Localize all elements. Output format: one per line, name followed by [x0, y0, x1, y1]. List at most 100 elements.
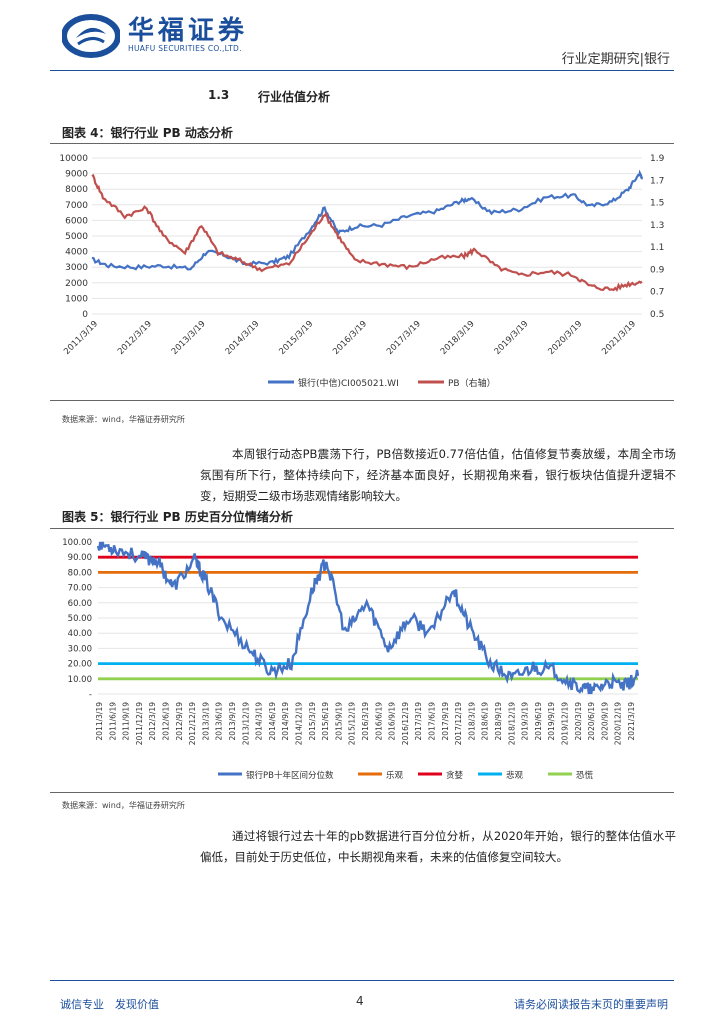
x-tick-label: 2017/12/19: [454, 702, 463, 745]
x-tick-label: 2019/3/19: [521, 702, 530, 741]
y-right-tick-label: 0.7: [650, 288, 664, 298]
figure5-title: 图表 5：银行行业 PB 历史百分位情绪分析: [62, 510, 293, 524]
x-tick-label: 2015/3/19: [277, 319, 315, 357]
x-tick-label: 2018/6/19: [481, 702, 490, 741]
x-tick-label: 2013/12/19: [241, 702, 250, 745]
x-tick-label: 2019/3/19: [493, 319, 531, 357]
series-line-bank-index: [91, 169, 644, 271]
x-tick-label: 2014/12/19: [295, 702, 304, 745]
y-tick-label: 40.00: [68, 629, 92, 639]
pb-percentile-chart: - 10.00 20.00 30.00 40.00 50.00 60.00 70.00 80.0…: [62, 538, 640, 781]
footer-slogan: 诚信专业 发现价值: [60, 998, 159, 1011]
y-left-tick-label: 1000: [65, 294, 88, 304]
y-tick-label: -: [89, 690, 92, 700]
x-tick-label: 2016/6/19: [374, 702, 383, 741]
legend-label: 悲观: [506, 770, 524, 781]
y-tick-label: 80.00: [68, 568, 92, 578]
pb-dynamic-chart: 0 1000 2000 3000 4000 5000 6000 7000 8000 9000 100…: [59, 154, 665, 389]
x-tick-label: 2019/6/19: [534, 702, 543, 741]
y-tick-label: 100.00: [62, 538, 92, 548]
x-tick-label: 2017/3/19: [385, 319, 423, 357]
legend-label: PB（右轴）: [448, 377, 496, 389]
figure4-top-rule: [50, 143, 674, 144]
x-tick-label: 2015/12/19: [348, 702, 357, 745]
header-divider: [50, 70, 674, 71]
brand-english-name: HUAFU SECURITIES CO.,LTD.: [128, 44, 242, 53]
x-tick-label: 2019/9/19: [547, 702, 556, 741]
x-tick-label: 2020/3/19: [546, 319, 584, 357]
x-tick-label: 2017/6/19: [428, 702, 437, 741]
y-left-tick-label: 7000: [65, 201, 88, 211]
page-number: 4: [356, 994, 364, 1008]
x-tick-label: 2011/3/19: [62, 319, 100, 357]
figure5-source: 数据来源：wind，华福证券研究所: [62, 801, 185, 810]
y-tick-label: 10.00: [68, 675, 92, 685]
logo-icon: [62, 14, 120, 58]
x-tick-label: 2016/3/19: [361, 702, 370, 741]
legend-label: 银行(中信)CI005021.WI: [298, 377, 399, 389]
y-left-tick-label: 3000: [65, 263, 88, 273]
y-left-tick-label: 9000: [65, 170, 88, 180]
y-left-tick-label: 4000: [65, 248, 88, 258]
x-tick-label: 2017/9/19: [441, 702, 450, 741]
x-tick-label: 2011/3/19: [95, 702, 104, 741]
legend-label: 贪婪: [446, 770, 464, 781]
legend-label: 恐慌: [576, 770, 594, 781]
x-tick-label: 2014/3/19: [224, 319, 262, 357]
x-tick-label: 2021/3/19: [600, 319, 638, 357]
y-tick-label: 50.00: [68, 614, 92, 624]
footer-divider: [50, 980, 674, 981]
x-tick-label: 2016/9/19: [388, 702, 397, 741]
analysis-paragraph-1: 本周银行动态PB震荡下行，PB倍数接近0.77倍估值，估值修复节奏放缓，本周全市…: [200, 447, 676, 503]
x-tick-label: 2018/3/19: [439, 319, 477, 357]
y-left-tick-label: 8000: [65, 185, 88, 195]
footer-disclaimer: 请务必阅读报告末页的重要声明: [514, 998, 668, 1011]
x-tick-label: 2015/9/19: [334, 702, 343, 741]
x-tick-label: 2013/9/19: [228, 702, 237, 741]
series-line-pb: [91, 173, 643, 292]
x-tick-label: 2011/6/19: [108, 702, 117, 741]
x-tick-label: 2012/9/19: [175, 702, 184, 741]
x-tick-label: 2014/9/19: [281, 702, 290, 741]
y-left-tick-label: 0: [82, 310, 88, 320]
x-tick-label: 2012/3/19: [116, 319, 154, 357]
x-tick-label: 2013/3/19: [201, 702, 210, 741]
report-category: 行业定期研究|银行: [561, 52, 670, 67]
x-tick-label: 2018/9/19: [494, 702, 503, 741]
y-right-tick-label: 0.9: [650, 265, 665, 275]
figure5-top-rule: [50, 528, 674, 529]
x-tick-label: 2014/3/19: [255, 702, 264, 741]
y-right-tick-label: 1.3: [650, 221, 664, 231]
x-tick-label: 2020/6/19: [587, 702, 596, 741]
y-right-tick-label: 1.7: [650, 176, 664, 186]
x-tick-label: 2016/12/19: [401, 702, 410, 745]
figure4-source: 数据来源：wind，华福证券研究所: [62, 415, 185, 424]
y-tick-label: 70.00: [68, 584, 92, 594]
legend-label: 银行PB十年区间分位数: [246, 770, 334, 781]
y-tick-label: 30.00: [68, 644, 92, 654]
y-left-tick-label: 10000: [59, 154, 88, 164]
x-tick-label: 2020/12/19: [614, 702, 623, 745]
x-tick-label: 2013/3/19: [170, 319, 208, 357]
figure4-bottom-rule: [50, 400, 674, 401]
x-tick-label: 2018/12/19: [507, 702, 516, 745]
x-tick-label: 2012/3/19: [148, 702, 157, 741]
x-tick-label: 2018/3/19: [467, 702, 476, 741]
analysis-paragraph-2: 通过将银行过去十年的pb数据进行百分位分析，从2020年开始，银行的整体估值水平…: [200, 829, 676, 864]
x-tick-label: 2019/12/19: [561, 702, 570, 745]
x-tick-label: 2011/9/19: [122, 702, 131, 741]
y-left-tick-label: 5000: [65, 232, 88, 242]
x-tick-label: 2015/6/19: [321, 702, 330, 741]
x-tick-label: 2012/6/19: [162, 702, 171, 741]
y-left-tick-label: 6000: [65, 216, 88, 226]
brand-name: 华福证券: [128, 16, 249, 46]
section-number: 1.3: [208, 88, 230, 102]
x-tick-label: 2020/3/19: [574, 702, 583, 741]
figure5-bottom-rule: [50, 792, 674, 793]
x-tick-label: 2020/9/19: [600, 702, 609, 741]
y-tick-label: 90.00: [68, 553, 92, 563]
series-line-percentile: [96, 541, 640, 695]
y-left-tick-label: 2000: [65, 279, 88, 289]
y-right-tick-label: 0.5: [650, 310, 664, 320]
section-title: 行业估值分析: [258, 90, 331, 104]
